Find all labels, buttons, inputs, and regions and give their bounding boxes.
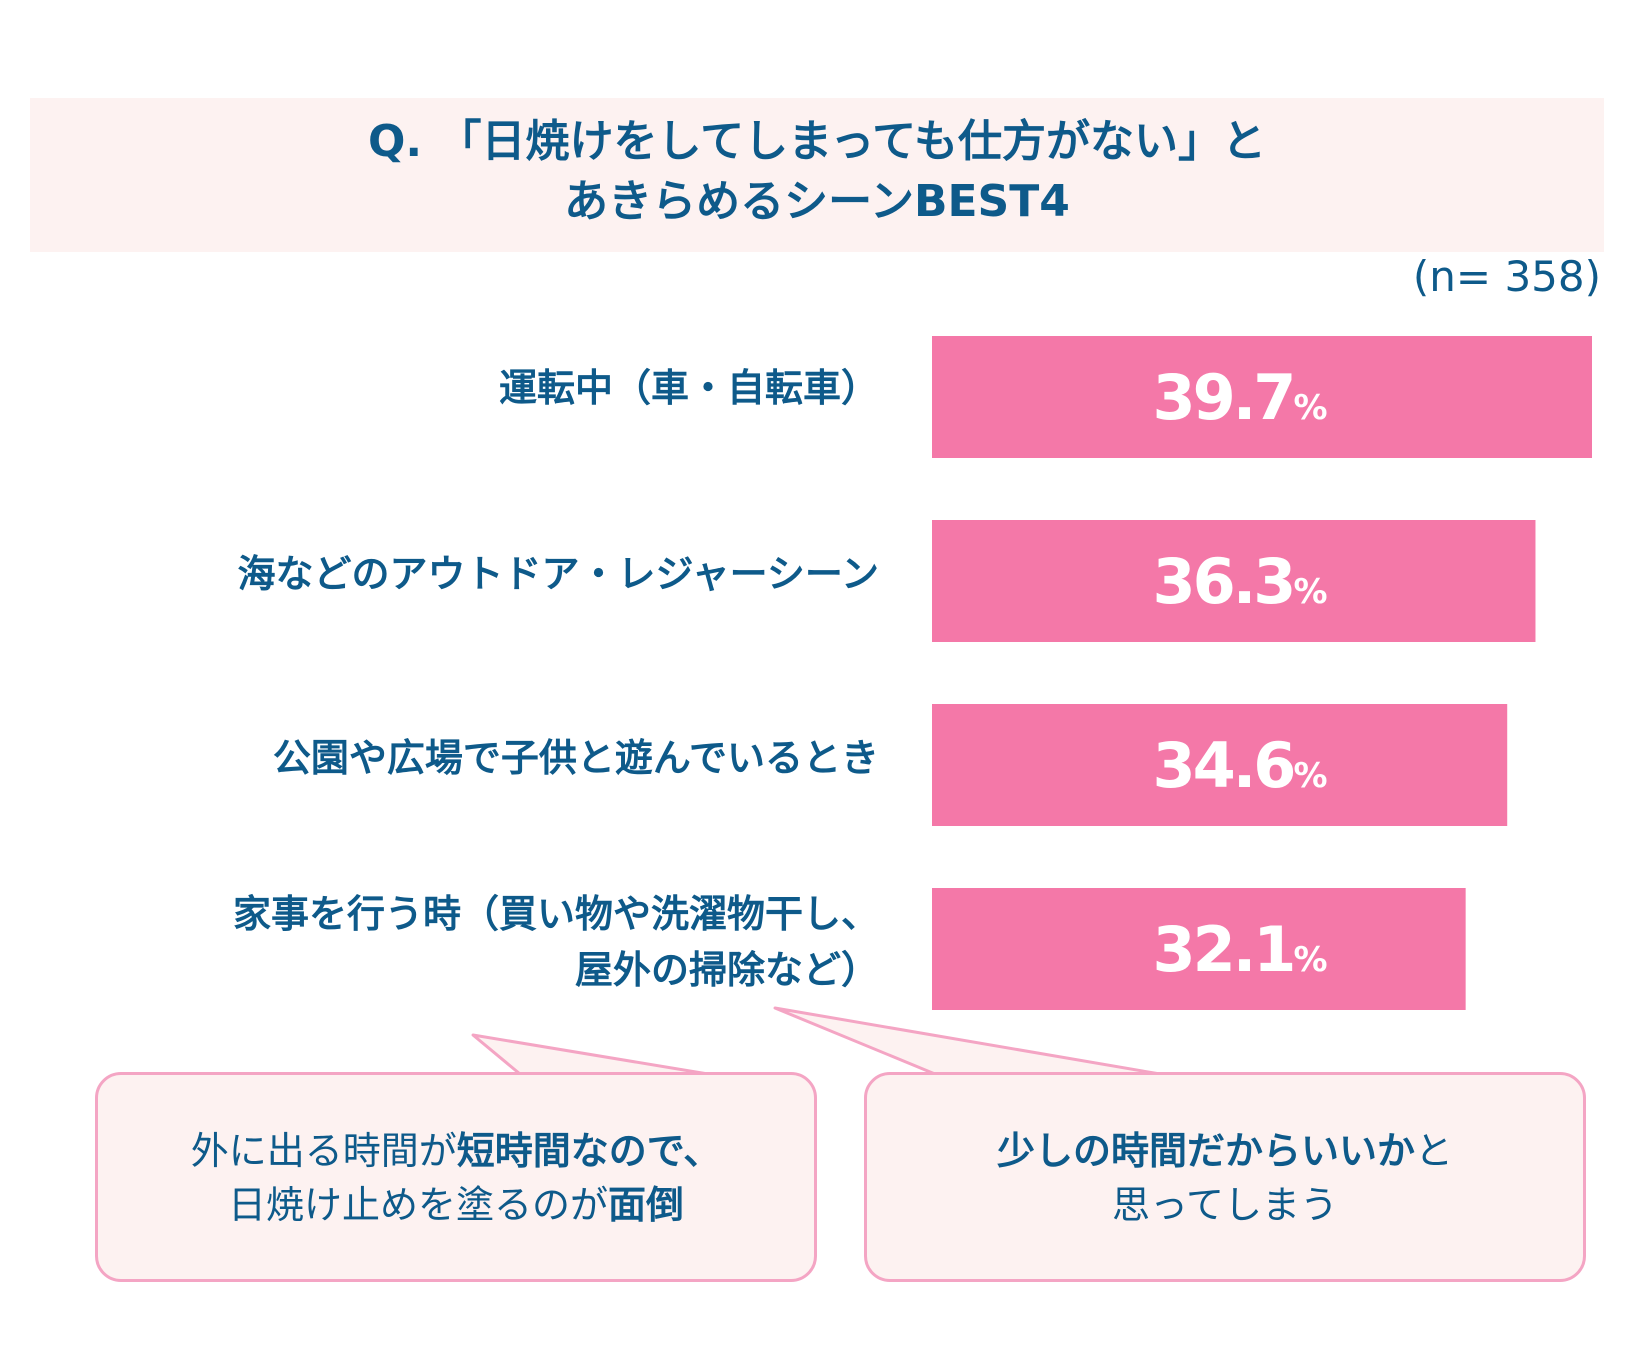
bar-value-label-2: 36.3% xyxy=(1152,545,1327,618)
chart-title-line1: Q. 「日焼けをしてしまっても仕方がない」と xyxy=(368,116,1266,167)
category-label-2: 海などのアウトドア・レジャーシーン xyxy=(237,552,879,596)
left-comment-plain-2: 日焼け止めを塗るのが xyxy=(227,1183,608,1227)
left-comment-bold-1: 短時間なので、 xyxy=(456,1129,722,1173)
bar-2 xyxy=(932,520,1536,642)
comment-bubble-left: 外に出る時間が短時間なので、 日焼け止めを塗るのが面倒 xyxy=(95,1072,817,1282)
title-box: Q. 「日焼けをしてしまっても仕方がない」と あきらめるシーンBEST4 xyxy=(30,98,1604,252)
left-comment-bold-2: 面倒 xyxy=(608,1183,685,1227)
bar-3 xyxy=(932,704,1508,826)
category-label-1: 運転中（車・自転車） xyxy=(498,366,879,410)
sample-size: (n= 358) xyxy=(1412,252,1601,301)
right-bubble-tail xyxy=(773,1006,1162,1076)
bar-value-label-3: 34.6% xyxy=(1152,729,1327,802)
bar-value-label-4: 32.1% xyxy=(1152,913,1327,986)
bar-value-label-1: 39.7% xyxy=(1152,361,1327,434)
comment-bubble-right: 少しの時間だからいいかと 思ってしまう xyxy=(864,1072,1586,1282)
category-label-4a: 家事を行う時（買い物や洗濯物干し、 xyxy=(232,892,879,936)
category-label-3: 公園や広場で子供と遊んでいるとき xyxy=(272,736,879,780)
left-bubble-tail xyxy=(471,1033,710,1076)
right-comment-plain-1: と xyxy=(1415,1129,1454,1173)
category-label-4b: 屋外の掃除など） xyxy=(574,948,879,992)
bar-1 xyxy=(932,336,1592,458)
right-comment-bold-1: 少しの時間だからいいか xyxy=(996,1129,1415,1173)
bar-4 xyxy=(932,888,1466,1010)
bar-chart: 39.7% 36.3% 34.6% 32.1% xyxy=(932,336,1592,1010)
right-comment-plain-2: 思ってしまう xyxy=(1111,1183,1339,1227)
chart-title-line2: あきらめるシーンBEST4 xyxy=(564,176,1070,227)
left-comment-plain-1: 外に出る時間が xyxy=(190,1129,457,1173)
